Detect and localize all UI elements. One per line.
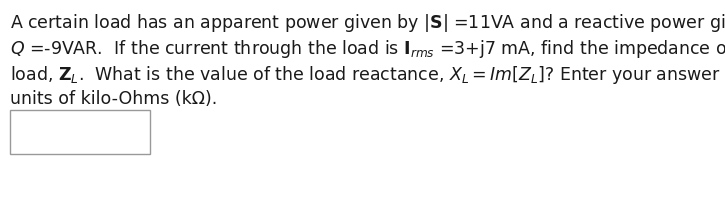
Text: units of kilo-Ohms (kΩ).: units of kilo-Ohms (kΩ). [10,90,218,108]
Text: A certain load has an apparent power given by $|\mathbf{S}|$ =11VA and a reactiv: A certain load has an apparent power giv… [10,12,725,34]
Text: load, $\mathbf{Z}_L$.  What is the value of the load reactance, $X_L = Im[Z_L]$?: load, $\mathbf{Z}_L$. What is the value … [10,64,725,86]
Text: $Q$ =-9VAR.  If the current through the load is $\mathbf{I}_{rms}$ =3+j7 mA, fin: $Q$ =-9VAR. If the current through the l… [10,38,725,60]
FancyBboxPatch shape [10,110,150,154]
